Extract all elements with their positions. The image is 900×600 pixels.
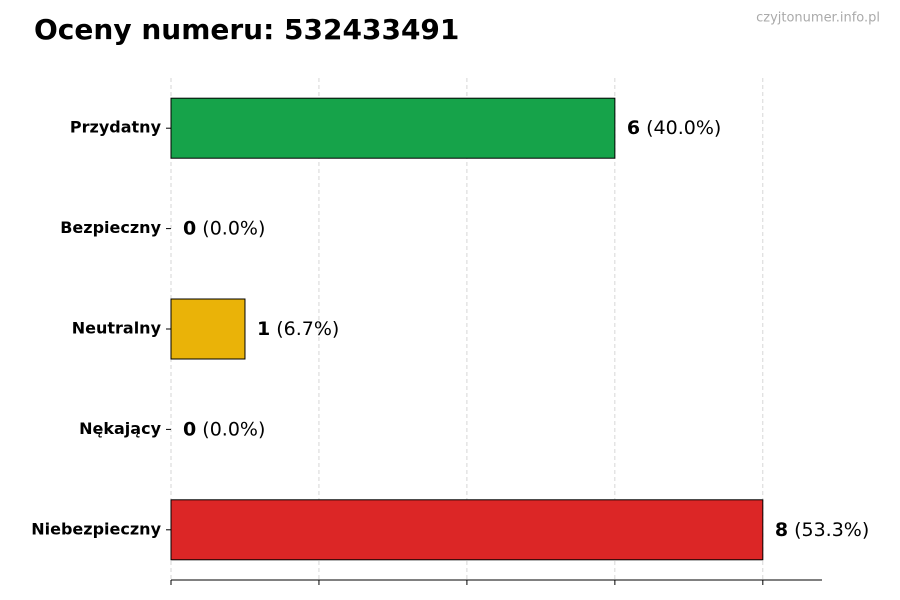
watermark: czyjtonumer.info.pl [756, 11, 880, 26]
bar [170, 499, 764, 561]
chart-title: Oceny numeru: 532433491 [34, 13, 459, 46]
value-count: 0 [183, 217, 196, 239]
value-count: 8 [775, 518, 788, 540]
value-count: 1 [257, 318, 270, 340]
value-percent: (53.3%) [794, 518, 869, 540]
value-count: 6 [627, 117, 640, 139]
value-count: 0 [183, 418, 196, 440]
value-label: 1 (6.7%) [257, 318, 339, 340]
bar [170, 97, 616, 159]
value-label: 0 (0.0%) [183, 418, 265, 440]
y-tick-label: Przydatny [70, 118, 162, 137]
y-tick-label: Neutralny [72, 319, 162, 338]
y-tick-label: Bezpieczny [60, 218, 161, 237]
value-percent: (40.0%) [646, 117, 721, 139]
value-percent: (6.7%) [276, 318, 339, 340]
y-tick-label: Niebezpieczny [31, 519, 161, 538]
value-label: 8 (53.3%) [775, 518, 869, 540]
value-label: 6 (40.0%) [627, 117, 721, 139]
value-percent: (0.0%) [202, 217, 265, 239]
value-label: 0 (0.0%) [183, 217, 265, 239]
bar [170, 298, 246, 360]
value-percent: (0.0%) [202, 418, 265, 440]
y-tick-label: Nękający [79, 419, 161, 438]
